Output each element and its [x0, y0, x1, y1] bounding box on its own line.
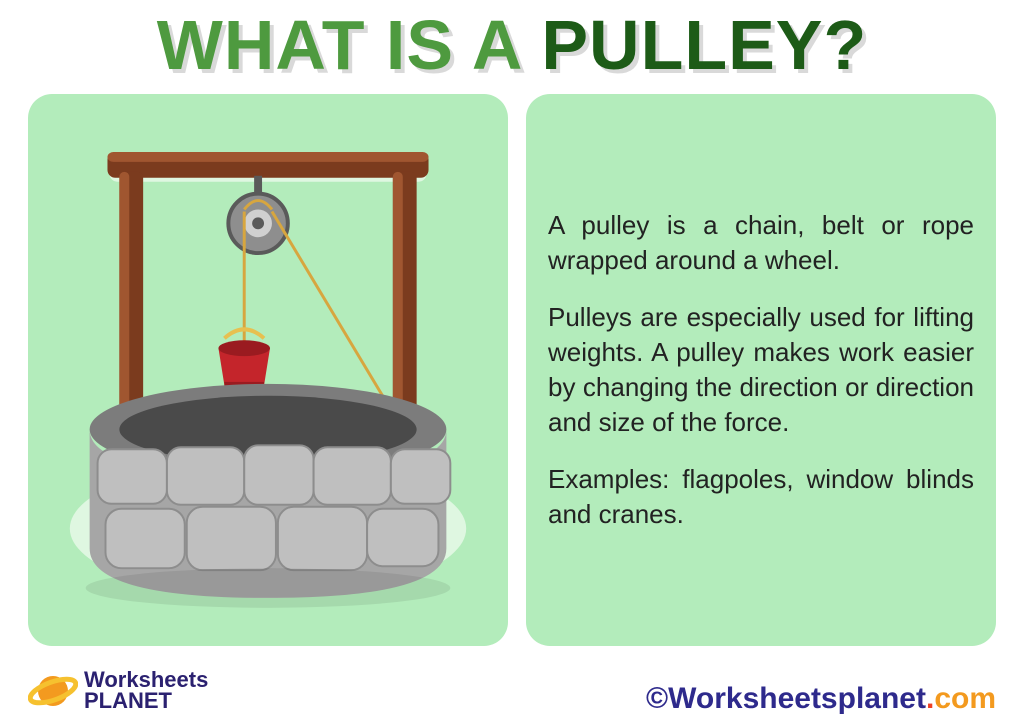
body-text: A pulley is a chain, belt or rope wrappe… — [548, 208, 974, 533]
paragraph-definition: A pulley is a chain, belt or rope wrappe… — [548, 208, 974, 278]
copyright: ©Worksheetsplanet.com — [646, 682, 996, 716]
title-part-2: PULLEY? — [541, 6, 867, 84]
logo-worksheets-planet: Worksheets PLANET — [28, 666, 208, 716]
paragraph-examples: Examples: flagpoles, window blinds and c… — [548, 462, 974, 532]
page-title: WHAT IS A PULLEY? — [28, 10, 996, 80]
logo-line-2: PLANET — [84, 691, 208, 712]
illustration-panel — [28, 94, 508, 646]
title-part-1: WHAT IS A — [157, 6, 542, 84]
paragraph-use: Pulleys are especially used for lifting … — [548, 300, 974, 440]
well-svg — [50, 116, 486, 624]
text-panel: A pulley is a chain, belt or rope wrappe… — [526, 94, 996, 646]
copyright-symbol: © — [646, 682, 668, 715]
copyright-com: com — [934, 682, 996, 715]
panels-row: A pulley is a chain, belt or rope wrappe… — [28, 94, 996, 646]
footer: Worksheets PLANET ©Worksheetsplanet.com — [28, 656, 996, 716]
copyright-name: Worksheetsplanet — [668, 682, 926, 715]
well-illustration — [50, 116, 486, 624]
planet-icon — [28, 666, 78, 716]
logo-text: Worksheets PLANET — [84, 670, 208, 712]
